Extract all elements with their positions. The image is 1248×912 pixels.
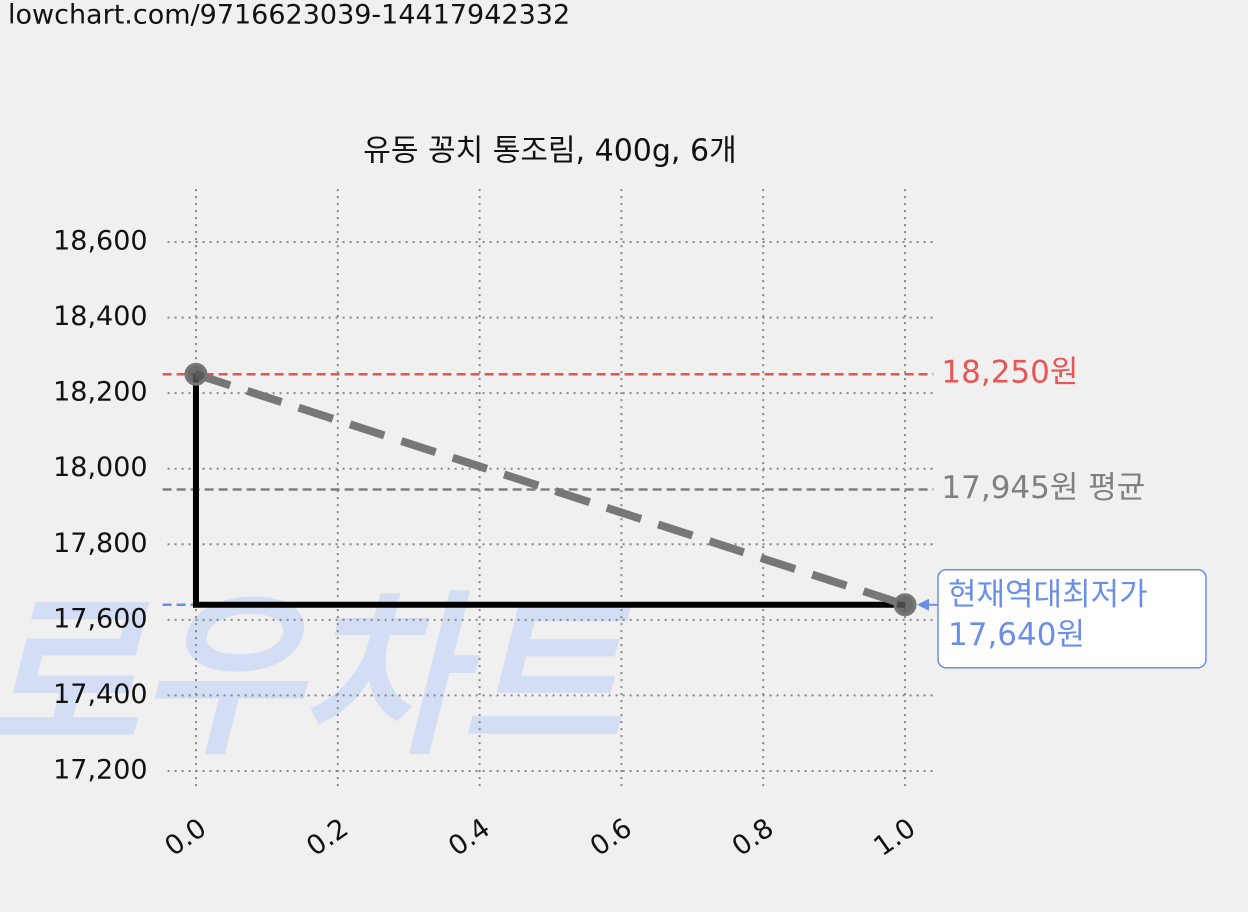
current-box — [937, 568, 1207, 669]
reference-label: 17,945원 평균 — [941, 470, 1145, 506]
current-label: 현재역대최저가 — [948, 577, 1148, 613]
step-line — [192, 374, 906, 608]
watermark: 로우차트 — [0, 577, 632, 780]
current-label: 17,640원 — [948, 617, 1085, 653]
y-tick-label: 18,400 — [53, 301, 147, 332]
x-tick-label: 0.2 — [301, 813, 354, 863]
point — [184, 362, 208, 386]
url: lowchart.com/9716623039-14417942332 — [8, 0, 570, 31]
price-line — [194, 370, 907, 609]
x-tick-label: 0.6 — [585, 813, 638, 863]
x-tick-label: 0.4 — [443, 813, 496, 863]
x-tick-label: 1.0 — [868, 813, 921, 863]
x-tick-label: 0.0 — [159, 813, 212, 863]
x-tick-label: 0.8 — [727, 813, 780, 863]
current-arrowhead — [917, 598, 930, 611]
chart-title: 유동 꽁치 통조림, 400g, 6개 — [363, 134, 736, 169]
point — [893, 593, 917, 617]
y-tick-label: 17,200 — [53, 754, 147, 785]
reference-label: 18,250원 — [941, 355, 1078, 391]
y-tick-label: 17,400 — [53, 679, 147, 710]
y-tick-label: 17,600 — [53, 603, 147, 634]
y-tick-label: 18,000 — [53, 452, 147, 483]
y-tick-label: 18,200 — [53, 377, 147, 408]
y-tick-label: 18,600 — [53, 225, 147, 256]
y-tick-label: 17,800 — [53, 528, 147, 559]
